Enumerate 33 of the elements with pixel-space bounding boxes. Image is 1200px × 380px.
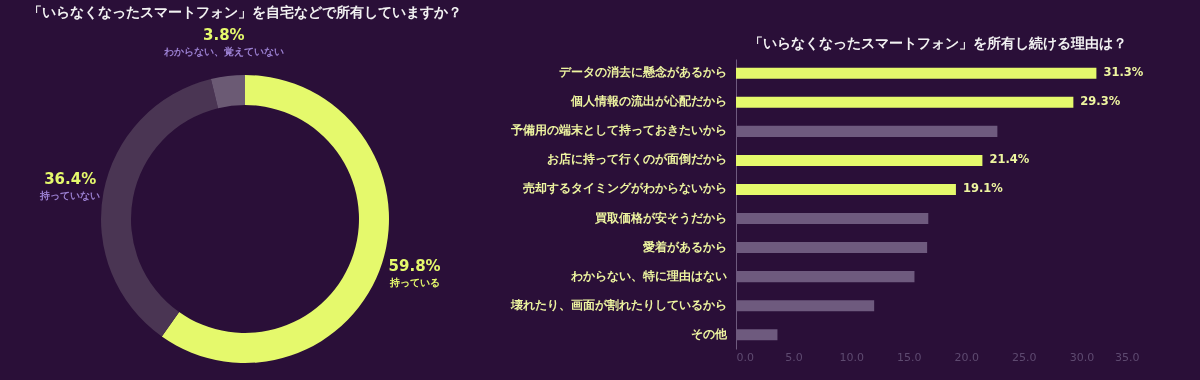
donut-slice [161,75,389,363]
y-tick-label: 壊れたり、画面が割れたりしているから [509,297,727,312]
x-tick-label: 20.0 [954,350,980,364]
slice-label: 持っている [388,276,440,288]
donut-slice [101,79,219,337]
y-tick-label: お店に持って行くのが面倒だから [546,152,727,167]
chart-title: 「いらなくなったスマートフォン」を所有し続ける理由は？ [748,35,1127,51]
x-tick-label: 0.0 [736,350,754,364]
y-tick-label: わからない、特に理由はない [569,268,727,283]
x-tick-label: 35.0 [1115,350,1140,364]
data-label: 19.1% [962,181,1004,196]
data-label: 31.3% [1103,65,1144,80]
donut-slice [210,75,245,109]
slice-label: わからない、覚えていない [162,46,284,59]
y-tick-label: 愛着があるから [642,239,727,254]
x-tick-label: 25.0 [1012,350,1037,364]
x-tick-label: 15.0 [896,350,922,364]
y-tick-label: 買取価格が安そうだから [593,210,727,225]
data-label: 21.4% [989,152,1030,167]
x-tick-label: 5.0 [785,350,803,364]
slice-label: 持っていない [39,189,101,202]
x-tick-label: 10.0 [839,350,864,364]
y-tick-label: データの消去に懸念があるから [558,65,727,80]
y-tick-label: 個人情報の流出が心配だから [569,94,727,109]
y-tick-label: 売却するタイミングがわからないから [522,181,727,196]
data-label: 3.8% [203,26,245,45]
data-label: 36.4% [44,169,97,188]
x-tick-label: 30.0 [1069,350,1095,364]
data-label: 59.8% [388,256,441,275]
data-label: 29.3% [1080,94,1121,109]
chart-title: 「いらなくなったスマートフォン」を自宅などで所有していますか？ [28,4,462,21]
y-tick-label: その他 [690,326,728,341]
y-tick-label: 予備用の端末として持っておきたいから [509,123,727,138]
